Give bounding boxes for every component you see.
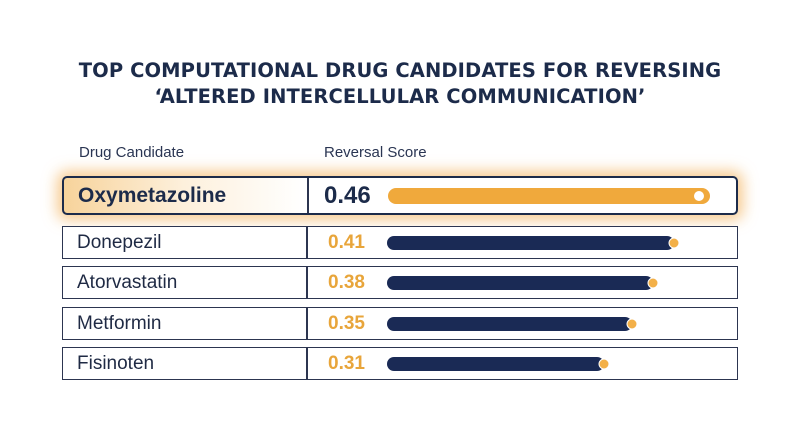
chart-title-line-2: ‘ALTERED INTERCELLULAR COMMUNICATION’	[154, 85, 646, 108]
score-bar	[387, 235, 680, 250]
table-row-highlighted: Oxymetazoline 0.46	[62, 176, 738, 215]
drug-name: Atorvastatin	[77, 271, 178, 293]
column-divider	[306, 267, 308, 298]
drug-name: Fisinoten	[77, 352, 155, 374]
column-divider	[307, 178, 309, 213]
column-header-drug: Drug Candidate	[79, 144, 185, 161]
table-row: Metformin 0.35	[62, 307, 738, 340]
score-label: 0.35	[328, 312, 365, 334]
table-row: Fisinoten 0.31	[62, 347, 738, 380]
table-row: Atorvastatin 0.38	[62, 266, 738, 299]
score-bar	[388, 187, 710, 204]
column-divider	[306, 227, 308, 258]
chart-title: TOP COMPUTATIONAL DRUG CANDIDATES FOR RE…	[0, 58, 800, 110]
bar-end-marker	[647, 277, 659, 288]
score-label: 0.46	[324, 181, 371, 209]
score-label: 0.31	[328, 352, 365, 374]
chart-title-line-1: TOP COMPUTATIONAL DRUG CANDIDATES FOR RE…	[78, 59, 722, 82]
score-bar	[387, 275, 659, 290]
table-row: Donepezil 0.41	[62, 226, 738, 259]
score-label: 0.41	[328, 231, 365, 253]
score-bar	[387, 356, 610, 371]
score-label: 0.38	[328, 271, 365, 293]
score-bar	[387, 316, 638, 331]
column-divider	[306, 348, 308, 379]
bar-end-marker	[626, 318, 638, 329]
drug-name: Metformin	[77, 312, 162, 334]
bar-end-marker	[668, 237, 680, 248]
bar-end-marker	[598, 358, 610, 369]
column-divider	[306, 308, 308, 339]
column-header-score: Reversal Score	[324, 144, 427, 161]
drug-name: Donepezil	[77, 231, 162, 253]
drug-name: Oxymetazoline	[78, 183, 227, 207]
bar-end-marker	[692, 188, 706, 203]
